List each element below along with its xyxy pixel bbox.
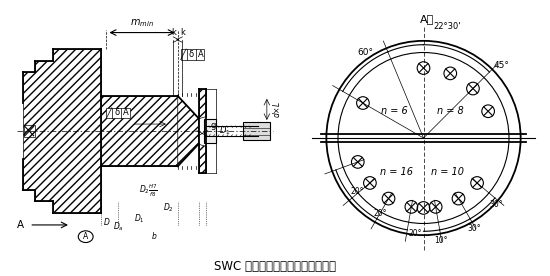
Text: 20°: 20°: [351, 187, 364, 196]
Text: δ: δ: [188, 50, 194, 59]
Text: $D_2$: $D_2$: [163, 201, 174, 214]
Bar: [243, 122, 270, 140]
Text: 20°: 20°: [409, 229, 422, 238]
Text: k: k: [171, 28, 176, 37]
Text: 60°: 60°: [357, 48, 373, 57]
Text: g: g: [211, 121, 216, 130]
Text: n = 8: n = 8: [437, 106, 464, 116]
Bar: [107, 108, 130, 118]
Text: 10°: 10°: [434, 235, 448, 245]
Polygon shape: [101, 96, 178, 166]
Text: $m_{min}$: $m_{min}$: [130, 17, 154, 29]
Polygon shape: [199, 144, 206, 173]
Text: $D_1$: $D_1$: [219, 125, 231, 137]
Text: $D_1$: $D_1$: [134, 212, 145, 225]
Bar: [24, 125, 35, 137]
Text: $D_a$: $D_a$: [113, 220, 124, 233]
Bar: [181, 49, 205, 60]
Text: k: k: [180, 28, 185, 37]
Text: 30°: 30°: [490, 200, 503, 209]
Text: $D$: $D$: [103, 216, 110, 227]
Text: A: A: [17, 220, 24, 230]
Text: SWC 型万向联轴器与相配件的联接: SWC 型万向联轴器与相配件的联接: [214, 260, 336, 273]
Text: n = 16: n = 16: [380, 167, 413, 177]
Polygon shape: [23, 49, 101, 213]
Text: A: A: [83, 232, 89, 241]
Text: $d{\times}L$: $d{\times}L$: [271, 102, 282, 118]
Polygon shape: [199, 89, 206, 118]
Text: A: A: [197, 50, 203, 59]
Text: 20°: 20°: [373, 209, 387, 218]
Text: δ: δ: [114, 108, 119, 117]
Text: A: A: [123, 108, 129, 117]
Text: $b$: $b$: [151, 230, 157, 241]
Text: 30°: 30°: [467, 224, 481, 233]
Text: 45°: 45°: [493, 61, 509, 70]
Text: n = 6: n = 6: [381, 106, 408, 116]
Polygon shape: [178, 96, 199, 166]
Text: n = 10: n = 10: [431, 167, 464, 177]
Text: A向: A向: [420, 14, 434, 24]
Bar: [205, 119, 216, 143]
Text: $D_2 \frac{H7}{f8}$: $D_2 \frac{H7}{f8}$: [139, 183, 157, 199]
Text: 22°30': 22°30': [433, 22, 461, 31]
